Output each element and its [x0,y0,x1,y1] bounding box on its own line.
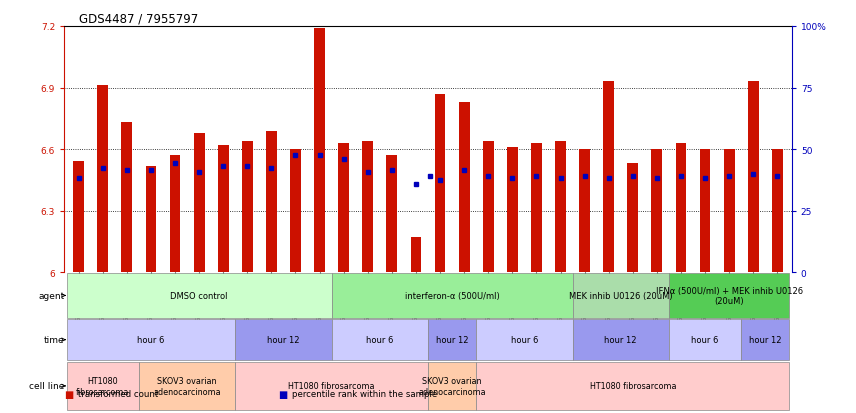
Bar [314,29,325,273]
Text: SKOV3 ovarian
adenocarcinoma: SKOV3 ovarian adenocarcinoma [153,376,221,396]
Bar [507,148,518,273]
Bar [290,150,301,273]
Bar [122,123,133,273]
Text: GDS4487 / 7955797: GDS4487 / 7955797 [79,13,198,26]
Bar [139,362,235,410]
Text: hour 6: hour 6 [137,335,164,344]
Bar [74,162,84,273]
Bar [580,150,590,273]
Bar [435,95,445,273]
Bar [483,142,494,273]
Bar [242,142,253,273]
Bar [459,103,470,273]
Bar [411,238,421,273]
Bar [67,320,235,360]
Bar [235,320,331,360]
Bar [772,150,782,273]
Bar [338,144,349,273]
Bar [67,362,139,410]
Text: hour 6: hour 6 [692,335,719,344]
Bar [217,146,229,273]
Text: HT1080 fibrosarcoma: HT1080 fibrosarcoma [590,382,676,390]
Bar [67,273,331,318]
Bar [531,144,542,273]
Bar [331,273,573,318]
Text: IFNα (500U/ml) + MEK inhib U0126
(20uM): IFNα (500U/ml) + MEK inhib U0126 (20uM) [656,286,803,305]
Bar [555,142,566,273]
Text: hour 12: hour 12 [267,335,300,344]
Bar [193,133,205,273]
Text: interferon-α (500U/ml): interferon-α (500U/ml) [405,291,499,300]
Bar [362,142,373,273]
Bar [476,320,573,360]
Bar [669,273,789,318]
Text: ■: ■ [64,389,74,399]
Bar [331,320,428,360]
Text: MEK inhib U0126 (20uM): MEK inhib U0126 (20uM) [569,291,673,300]
Bar [169,156,181,273]
Text: hour 6: hour 6 [366,335,394,344]
Bar [741,320,789,360]
Text: DMSO control: DMSO control [170,291,228,300]
Bar [235,362,428,410]
Bar [675,144,687,273]
Bar [386,156,397,273]
Text: agent: agent [39,291,65,300]
Text: time: time [44,335,65,344]
Bar [723,150,734,273]
Bar [98,86,108,273]
Text: transformed count: transformed count [78,389,158,398]
Text: ■: ■ [278,389,288,399]
Text: cell line: cell line [29,382,65,390]
Text: hour 12: hour 12 [436,335,468,344]
Bar [146,166,157,273]
Text: hour 12: hour 12 [749,335,782,344]
Bar [573,273,669,318]
Text: HT1080 fibrosarcoma: HT1080 fibrosarcoma [288,382,375,390]
Text: percentile rank within the sample: percentile rank within the sample [292,389,437,398]
Bar [651,150,663,273]
Bar [428,362,476,410]
Text: hour 12: hour 12 [604,335,637,344]
Bar [266,131,276,273]
Bar [573,320,669,360]
Bar [476,362,789,410]
Text: hour 6: hour 6 [511,335,538,344]
Bar [699,150,710,273]
Bar [669,320,741,360]
Bar [428,320,476,360]
Text: SKOV3 ovarian
adenocarcinoma: SKOV3 ovarian adenocarcinoma [419,376,486,396]
Bar [748,82,758,273]
Bar [603,82,614,273]
Text: HT1080
fibrosarcoma: HT1080 fibrosarcoma [76,376,129,396]
Bar [627,164,639,273]
